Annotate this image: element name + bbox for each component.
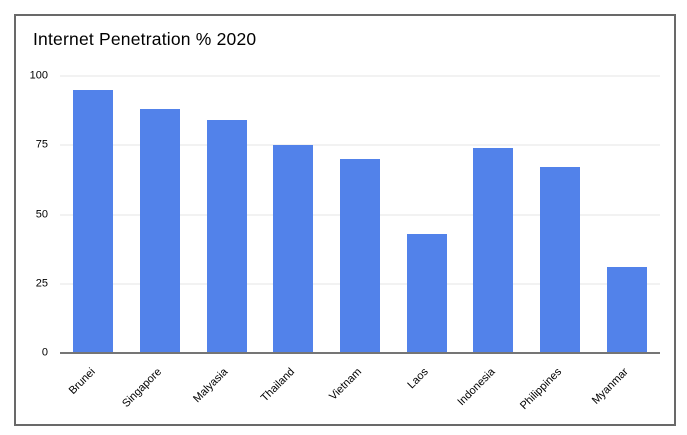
x-tick-label-singapore: Singapore (119, 365, 164, 410)
chart-title: Internet Penetration % 2020 (33, 29, 257, 49)
bar-slot-thailand: Thailand (259, 76, 327, 404)
x-tick-label-vietnam: Vietnam (327, 365, 364, 403)
bar-vietnam (340, 159, 381, 353)
bar-slot-laos: Laos (393, 76, 460, 391)
x-tick-label-myanmar: Myanmar (589, 365, 631, 407)
x-tick-label-brunei: Brunei (66, 365, 98, 397)
bar-thailand (273, 145, 314, 353)
x-tick-label-malyasia: Malyasia (191, 365, 231, 406)
y-axis-labels: 0 25 50 75 100 (16, 70, 54, 358)
bar-slot-philippines: Philippines (518, 76, 594, 412)
bar-laos (406, 233, 447, 353)
x-tick-label-laos: Laos (405, 365, 431, 392)
bar-brunei (73, 89, 114, 353)
x-tick-label-thailand: Thailand (258, 365, 298, 405)
bar-slot-indonesia: Indonesia (455, 76, 527, 408)
y-tick-label-50: 50 (35, 208, 48, 220)
chart-frame: Internet Penetration % 2020 0 25 50 75 100 B… (14, 14, 676, 426)
x-tick-label-philippines: Philippines (517, 365, 564, 413)
bar-malyasia (206, 120, 247, 353)
bar-indonesia (473, 148, 514, 353)
y-tick-label-100: 100 (29, 69, 48, 82)
bars-row: Brunei Singapore Malyasia Thailand Vietnam La… (60, 76, 660, 412)
gridline-75 (60, 144, 660, 146)
x-axis-line (60, 352, 660, 354)
y-tick-label-25: 25 (35, 277, 48, 290)
plot-area: Brunei Singapore Malyasia Thailand Vietnam La… (60, 75, 660, 412)
y-tick-label-0: 0 (41, 346, 48, 359)
x-tick-label-indonesia: Indonesia (455, 365, 498, 409)
y-tick-label-75: 75 (35, 138, 48, 151)
bar-slot-brunei: Brunei (60, 76, 127, 397)
bar-slot-myanmar: Myanmar (590, 76, 660, 407)
gridline-100 (60, 75, 660, 77)
bar-philippines (540, 167, 581, 353)
bar-slot-malyasia: Malyasia (191, 76, 260, 405)
bar-myanmar (606, 267, 647, 353)
bar-slot-singapore: Singapore (120, 76, 194, 410)
bar-singapore (140, 109, 180, 353)
bar-slot-vietnam: Vietnam (327, 76, 394, 403)
